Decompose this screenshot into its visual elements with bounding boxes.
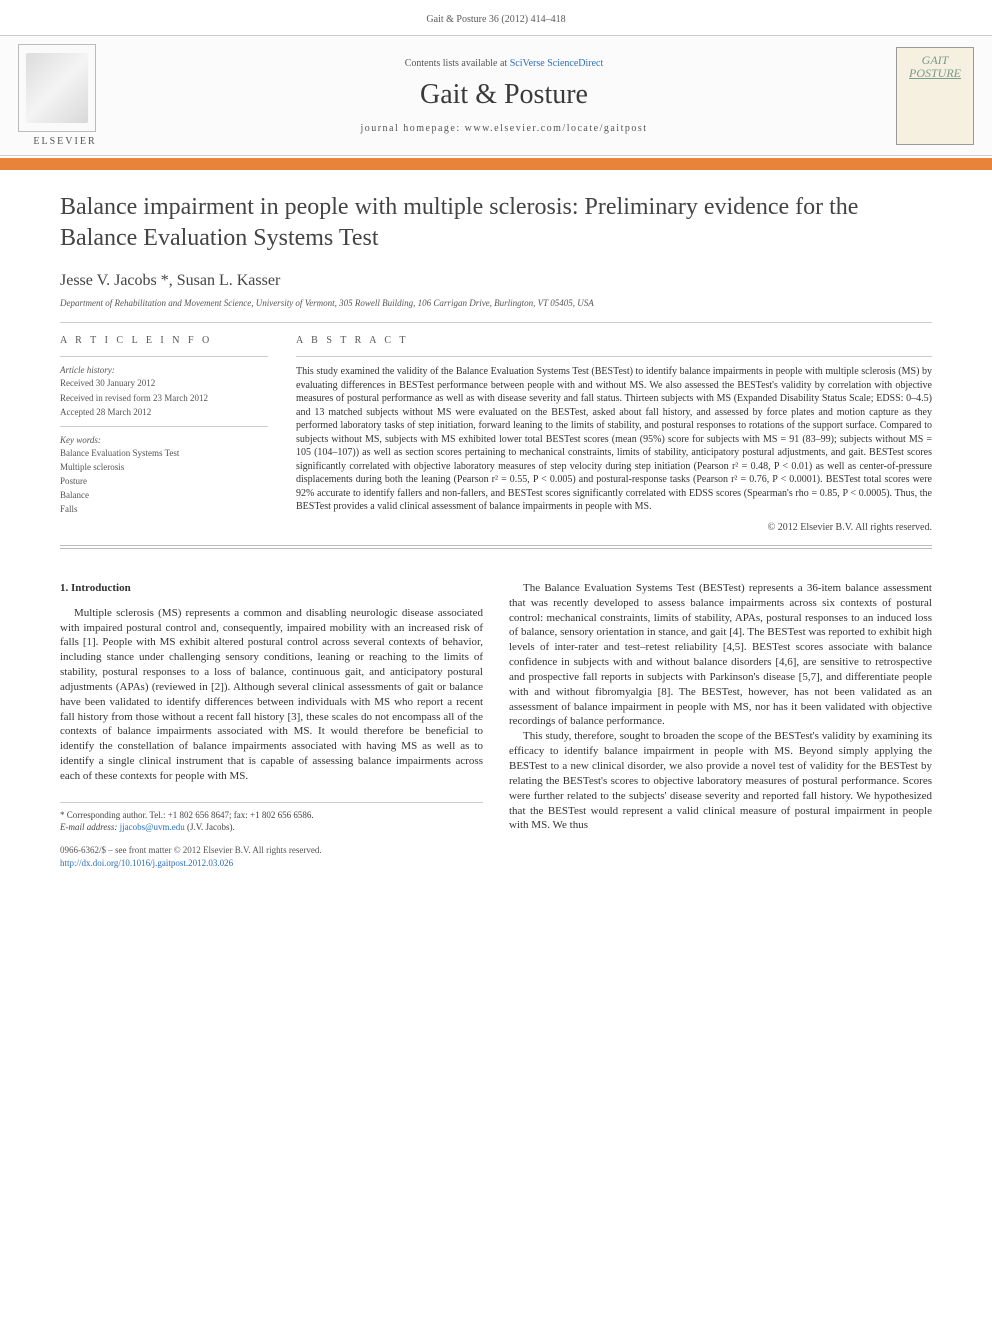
- contents-available-line: Contents lists available at SciVerse Sci…: [112, 58, 896, 69]
- abstract-column: A B S T R A C T This study examined the …: [296, 335, 932, 533]
- journal-homepage-line: journal homepage: www.elsevier.com/locat…: [112, 123, 896, 134]
- page-footer: 0966-6362/$ – see front matter © 2012 El…: [0, 834, 992, 889]
- abstract-heading: A B S T R A C T: [296, 335, 932, 346]
- publisher-label: ELSEVIER: [18, 136, 112, 147]
- corr-email-suffix: (J.V. Jacobs).: [185, 822, 235, 832]
- keyword-item: Multiple sclerosis: [60, 461, 268, 473]
- cover-title-line1: GAIT: [922, 54, 949, 67]
- section-divider-bot: [60, 548, 932, 549]
- article-header-block: Balance impairment in people with multip…: [0, 170, 992, 581]
- homepage-prefix: journal homepage:: [360, 123, 464, 134]
- banner-center: Contents lists available at SciVerse Sci…: [112, 58, 896, 134]
- abstract-text: This study examined the validity of the …: [296, 365, 932, 514]
- corr-email-link[interactable]: jjacobs@uvm.edu: [120, 822, 185, 832]
- keyword-item: Posture: [60, 475, 268, 487]
- elsevier-logo-container: ELSEVIER: [18, 44, 112, 147]
- doi-link[interactable]: http://dx.doi.org/10.1016/j.gaitpost.201…: [60, 858, 233, 868]
- intro-paragraph-3: This study, therefore, sought to broaden…: [509, 729, 932, 833]
- keyword-item: Balance Evaluation Systems Test: [60, 447, 268, 459]
- divider: [60, 322, 932, 323]
- introduction-heading: 1. Introduction: [60, 581, 483, 596]
- keyword-item: Balance: [60, 489, 268, 501]
- intro-paragraph-1: Multiple sclerosis (MS) represents a com…: [60, 606, 483, 784]
- article-info-heading: A R T I C L E I N F O: [60, 335, 268, 346]
- journal-banner: ELSEVIER Contents lists available at Sci…: [0, 35, 992, 156]
- homepage-url[interactable]: www.elsevier.com/locate/gaitpost: [465, 123, 648, 134]
- abstract-rule: [296, 356, 932, 357]
- body-column-left: 1. Introduction Multiple sclerosis (MS) …: [60, 581, 483, 834]
- corr-email-line: E-mail address: jjacobs@uvm.edu (J.V. Ja…: [60, 821, 483, 834]
- elsevier-tree-icon: [26, 53, 88, 123]
- info-rule: [60, 426, 268, 427]
- corr-line: * Corresponding author. Tel.: +1 802 656…: [60, 809, 483, 822]
- cover-title-line2: POSTURE: [909, 67, 961, 80]
- sciencedirect-link[interactable]: SciVerse ScienceDirect: [510, 58, 604, 69]
- accent-bar: [0, 158, 992, 170]
- info-rule: [60, 356, 268, 357]
- journal-name: Gait & Posture: [112, 79, 896, 111]
- journal-cover-thumbnail: GAIT POSTURE: [896, 47, 974, 145]
- keywords-label: Key words:: [60, 435, 268, 445]
- article-title: Balance impairment in people with multip…: [60, 192, 932, 254]
- elsevier-tree-logo: [18, 44, 96, 132]
- affiliation-line: Department of Rehabilitation and Movemen…: [60, 298, 932, 308]
- body-two-column: 1. Introduction Multiple sclerosis (MS) …: [0, 581, 992, 834]
- intro-paragraph-2: The Balance Evaluation Systems Test (BES…: [509, 581, 932, 729]
- body-column-right: The Balance Evaluation Systems Test (BES…: [509, 581, 932, 834]
- front-matter-line: 0966-6362/$ – see front matter © 2012 El…: [60, 844, 932, 857]
- email-label: E-mail address:: [60, 822, 120, 832]
- info-abstract-row: A R T I C L E I N F O Article history: R…: [60, 335, 932, 533]
- keyword-item: Falls: [60, 503, 268, 515]
- article-info-column: A R T I C L E I N F O Article history: R…: [60, 335, 268, 533]
- section-divider-top: [60, 545, 932, 546]
- accepted-date: Accepted 28 March 2012: [60, 406, 268, 418]
- received-date: Received 30 January 2012: [60, 377, 268, 389]
- authors-line: Jesse V. Jacobs *, Susan L. Kasser: [60, 272, 932, 290]
- received-revised-date: Received in revised form 23 March 2012: [60, 392, 268, 404]
- history-label: Article history:: [60, 365, 268, 375]
- corresponding-author-footer: * Corresponding author. Tel.: +1 802 656…: [60, 802, 483, 834]
- publisher-block: ELSEVIER: [18, 44, 112, 147]
- contents-prefix: Contents lists available at: [405, 58, 510, 69]
- abstract-copyright: © 2012 Elsevier B.V. All rights reserved…: [296, 522, 932, 533]
- page-citation: Gait & Posture 36 (2012) 414–418: [0, 0, 992, 35]
